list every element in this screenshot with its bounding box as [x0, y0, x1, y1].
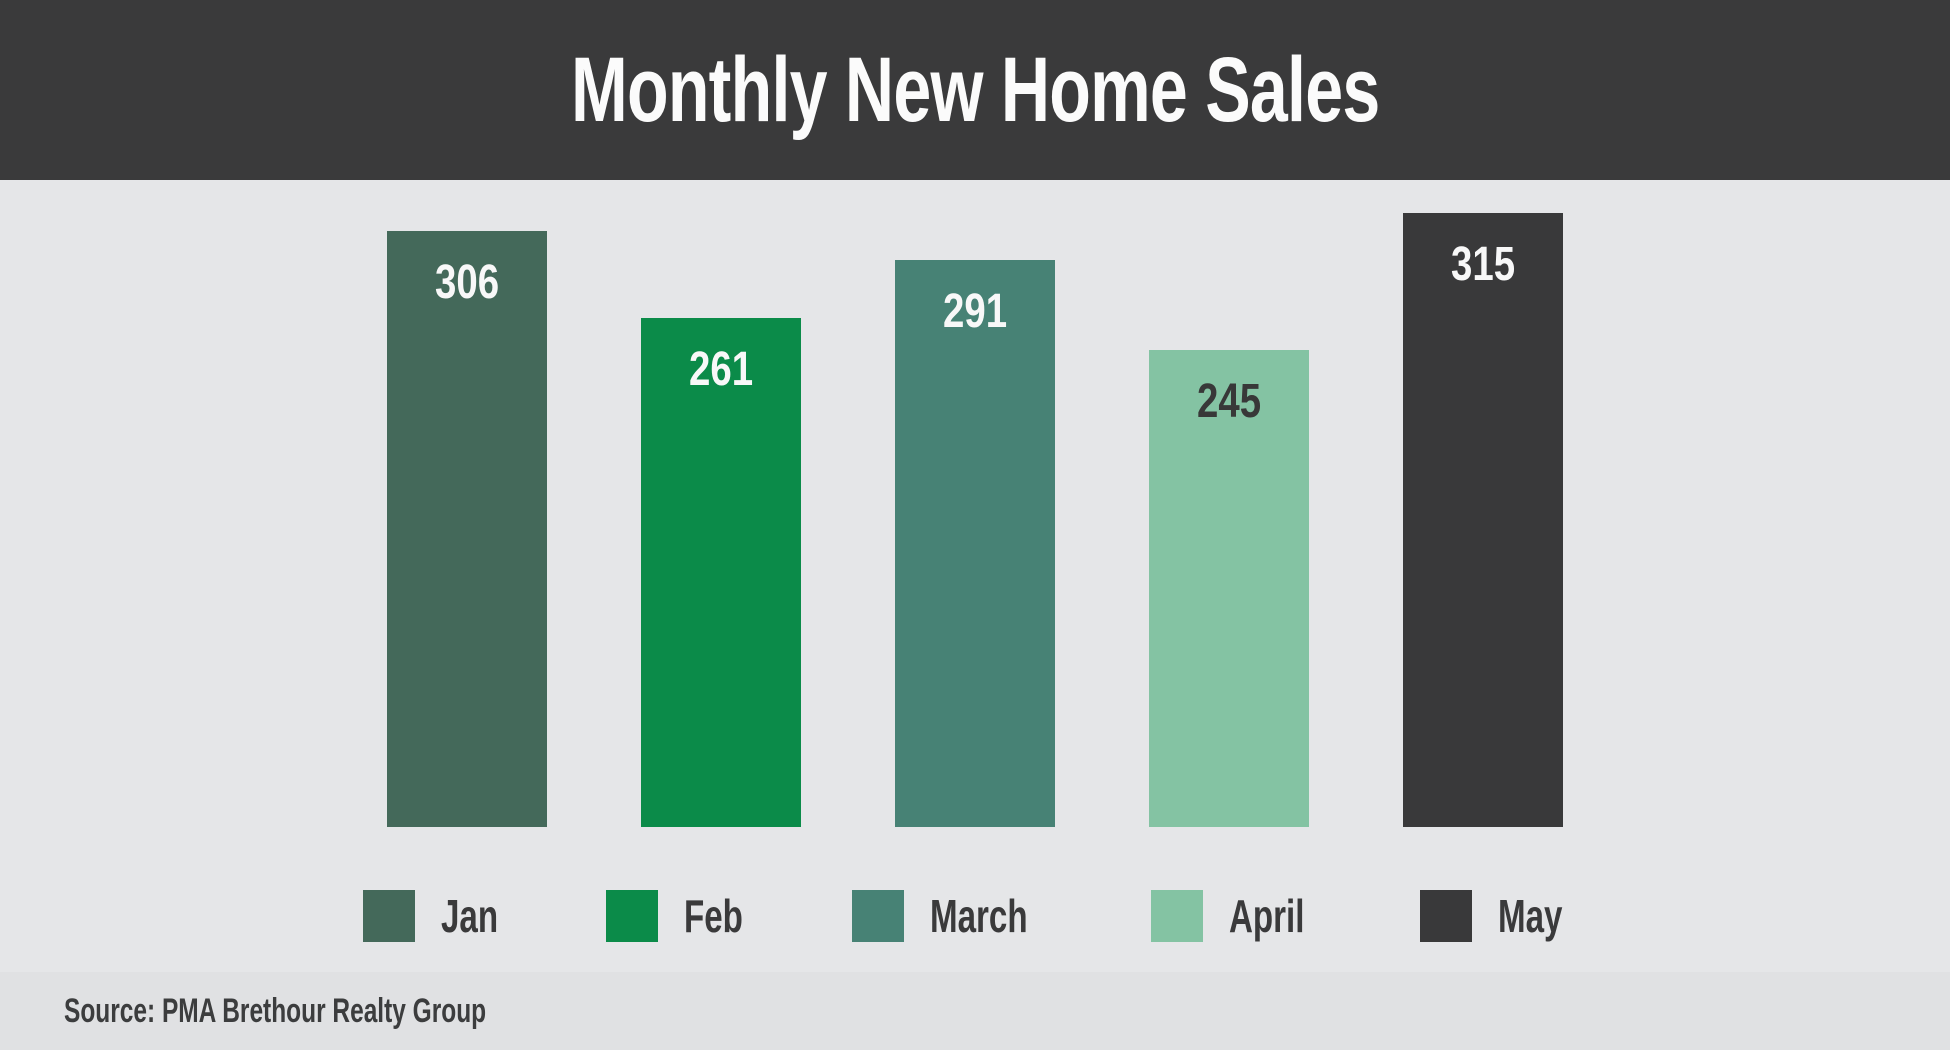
bar-chart-plot: 306 261 291 245 315	[0, 180, 1950, 827]
legend-swatch	[851, 890, 904, 942]
bar-march: 291	[895, 260, 1055, 827]
source-bar: Source: PMA Brethour Realty Group	[0, 972, 1950, 1050]
legend-label: April	[1229, 890, 1305, 942]
bar-value-label: 261	[688, 343, 754, 396]
bar-feb: 261	[641, 318, 801, 827]
bar-jan: 306	[387, 231, 547, 827]
legend-item-jan: Jan	[362, 889, 520, 943]
legend-swatch	[362, 890, 415, 942]
legend-swatch	[605, 890, 658, 942]
bar-april: 245	[1149, 350, 1309, 827]
legend-item-april: April	[1151, 889, 1334, 943]
legend-label: Feb	[683, 890, 743, 942]
chart-title: Monthly New Home Sales	[570, 38, 1380, 141]
legend-item-march: March	[851, 889, 1065, 943]
legend: Jan Feb March April May	[0, 889, 1950, 943]
legend-label: Jan	[440, 890, 498, 942]
source-text: Source: PMA Brethour Realty Group	[64, 991, 487, 1030]
bar-value-label: 245	[1196, 375, 1262, 428]
bar-value-label: 306	[434, 256, 500, 309]
legend-swatch	[1419, 890, 1472, 942]
legend-swatch	[1151, 890, 1204, 942]
bar-value-label: 291	[942, 285, 1008, 338]
bar-value-label: 315	[1450, 238, 1516, 291]
bar-may: 315	[1403, 213, 1563, 827]
legend-item-feb: Feb	[605, 889, 766, 943]
legend-label: March	[929, 890, 1028, 942]
legend-label: May	[1497, 890, 1563, 942]
header-bar: Monthly New Home Sales	[0, 0, 1950, 180]
legend-item-may: May	[1419, 889, 1587, 943]
